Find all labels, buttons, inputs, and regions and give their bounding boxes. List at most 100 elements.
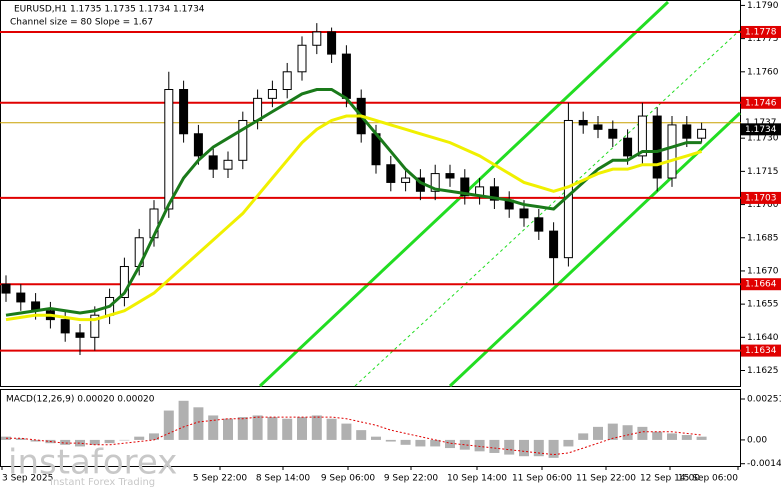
last-price-label: 1.1734 <box>745 125 777 135</box>
candle-body <box>208 155 218 170</box>
candle-body <box>164 89 174 210</box>
macd-bar <box>593 426 603 440</box>
candle-body <box>667 124 677 179</box>
candle-body <box>578 119 588 126</box>
macd-bar <box>637 426 648 440</box>
macd-bar <box>282 418 293 440</box>
macd-bar <box>119 439 130 441</box>
channel-lower <box>448 111 742 388</box>
x-tick-label: 15 Sep 06:00 <box>678 474 738 484</box>
candle-body <box>16 292 26 303</box>
candle-body <box>282 71 292 91</box>
y-tick-label: 1.1685 <box>747 233 779 243</box>
macd-bar <box>237 417 248 440</box>
price-label: 1.1737 <box>745 118 777 128</box>
macd-bar <box>563 439 574 447</box>
macd-bar <box>548 439 559 458</box>
y-tick-label: 1.1730 <box>747 134 779 144</box>
level-label: 1.1634 <box>745 346 777 356</box>
candle-body <box>623 137 633 157</box>
macd-bar <box>89 439 100 445</box>
macd-bar <box>223 418 233 440</box>
y-tick-label: 1.1790 <box>747 1 779 11</box>
level-label: 1.1703 <box>745 193 777 203</box>
candle-body <box>223 159 233 170</box>
watermark-sub: Instant Forex Trading <box>50 477 155 488</box>
macd-bar <box>474 439 485 452</box>
macd-bar <box>519 439 529 457</box>
macd-bar <box>371 436 381 440</box>
candle-body <box>267 89 277 99</box>
level-label: 1.1664 <box>745 280 777 290</box>
level-box <box>741 191 781 204</box>
macd-bar <box>104 439 115 444</box>
macd-signal <box>6 416 702 456</box>
y-tick-label: 1.1775 <box>747 34 779 44</box>
y-tick-label: 1.1670 <box>747 266 779 276</box>
x-tick-label: 9 Sep 22:00 <box>384 474 439 484</box>
macd-bar <box>681 435 692 440</box>
macd-bar <box>326 418 337 440</box>
candle-body <box>430 173 440 192</box>
macd-bar <box>149 433 159 440</box>
level-label: 1.1778 <box>745 27 777 37</box>
x-tick-label: 3 Sep 2025 <box>2 474 53 484</box>
macd-bar <box>311 415 322 440</box>
candle-body <box>119 266 129 298</box>
candle-body <box>341 53 351 99</box>
macd-bar <box>15 438 26 440</box>
last-price-box <box>741 123 781 136</box>
macd-bar <box>267 417 278 440</box>
macd-bar <box>341 423 352 440</box>
candle-body <box>697 128 707 139</box>
y-tick-label: 1.1760 <box>747 67 779 77</box>
candle-body <box>637 115 647 157</box>
macd-tick-label: 0.00 <box>747 435 767 445</box>
candle-body <box>297 44 307 73</box>
macd-bar <box>178 400 189 440</box>
macd-bar <box>667 433 677 440</box>
candle-body <box>401 177 411 183</box>
level-box <box>741 96 781 109</box>
macd-bar <box>75 439 85 447</box>
candle-body <box>608 128 618 139</box>
macd-bar <box>489 439 500 453</box>
macd-bar <box>445 439 455 449</box>
level-box <box>741 25 781 38</box>
candle-body <box>1 283 11 294</box>
candle-body <box>460 177 470 197</box>
macd-bar <box>163 410 174 440</box>
y-tick-label: 1.1640 <box>747 333 779 343</box>
macd-bar <box>193 407 204 440</box>
macd-tick-label: -0.00146 <box>747 459 781 469</box>
macd-bar <box>430 439 441 447</box>
macd-bar <box>459 439 470 450</box>
y-tick-label: 1.1700 <box>747 200 779 210</box>
macd-bar <box>134 436 145 440</box>
chart-subtitle: Channel size = 80 Slope = 1.67 <box>10 18 153 28</box>
candle-body <box>593 124 603 130</box>
candle-body <box>534 217 544 232</box>
macd-bar <box>504 439 515 455</box>
candle-body <box>652 115 662 179</box>
x-tick-label: 10 Sep 14:00 <box>447 474 507 484</box>
macd-bar <box>400 439 411 445</box>
macd-bar <box>297 417 307 440</box>
candle-body <box>682 124 692 139</box>
macd-bar <box>385 439 396 442</box>
macd-bar <box>252 415 263 440</box>
candle-body <box>445 173 455 179</box>
x-tick-label: 9 Sep 06:00 <box>321 474 376 484</box>
main-panel <box>0 0 741 387</box>
candle-body <box>193 133 203 157</box>
level-box <box>741 344 781 357</box>
macd-bar <box>208 415 219 440</box>
candle-body <box>386 164 396 183</box>
macd-tick-label: 0.00251 <box>747 394 781 404</box>
macd-title: MACD(12,26,9) 0.00020 0.00020 <box>6 395 155 405</box>
x-tick-label: 5 Sep 22:00 <box>193 474 248 484</box>
candle-body <box>549 230 559 259</box>
macd-bar <box>696 436 707 440</box>
level-label: 1.1746 <box>745 98 777 108</box>
candle-body <box>327 31 337 55</box>
